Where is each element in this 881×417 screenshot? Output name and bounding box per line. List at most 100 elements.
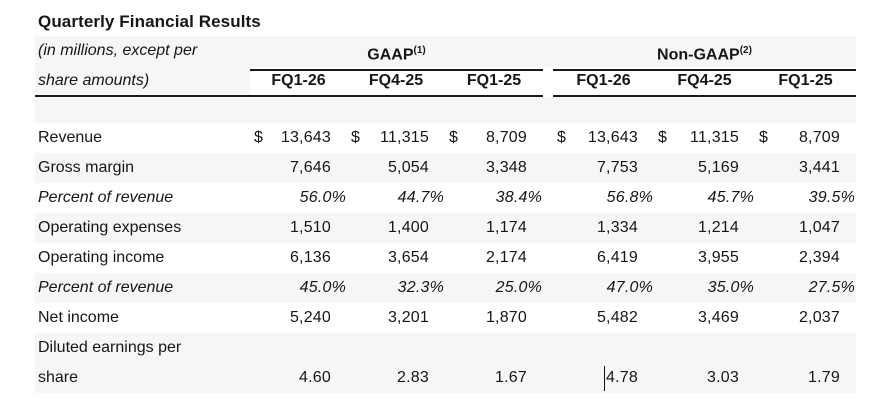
- units-note-line1: (in millions, except per: [38, 42, 198, 59]
- currency-symbol: $: [759, 129, 769, 146]
- group-gap: [543, 333, 553, 393]
- opinc-non-gaap-fq1-25: 2,394: [798, 249, 840, 266]
- row-label: Percent of revenue: [38, 279, 174, 296]
- gross-pct-gaap-fq1-26: 56.0%: [299, 189, 346, 206]
- table-row-diluted-eps: Diluted earnings per share 4.60 2.83 1.6…: [35, 333, 856, 393]
- gross-pct-non-gaap-fq4-25: 45.7%: [707, 189, 754, 206]
- column-header-non-gaap-fq1-25: FQ1-25: [755, 67, 856, 97]
- net-income-non-gaap-fq4-25: 3,469: [697, 309, 739, 326]
- column-header-non-gaap-fq1-26: FQ1-26: [553, 67, 654, 97]
- eps-gaap-fq1-25: 1.67: [495, 369, 527, 386]
- group-gap: [543, 243, 553, 273]
- opinc-gaap-fq1-26: 6,136: [289, 249, 331, 266]
- row-label: Revenue: [38, 129, 103, 146]
- revenue-gaap-fq1-26: $13,643: [250, 123, 347, 153]
- row-label: Percent of revenue: [38, 189, 174, 206]
- gaap-label: GAAP: [367, 46, 414, 64]
- op-pct-non-gaap-fq4-25: 35.0%: [707, 279, 754, 296]
- op-pct-non-gaap-fq1-25: 27.5%: [808, 279, 855, 296]
- opex-gaap-fq1-26: 1,510: [289, 219, 331, 236]
- opex-gaap-fq1-25: 1,174: [485, 219, 527, 236]
- revenue-gaap-fq4-25: $11,315: [347, 123, 445, 153]
- opinc-non-gaap-fq1-26: 6,419: [596, 249, 638, 266]
- opex-gaap-fq4-25: 1,400: [387, 219, 429, 236]
- net-income-non-gaap-fq1-25: 2,037: [798, 309, 840, 326]
- opinc-non-gaap-fq4-25: 3,955: [697, 249, 739, 266]
- gross-pct-gaap-fq1-25: 38.4%: [495, 189, 542, 206]
- gaap-group-header: GAAP(1): [250, 36, 543, 72]
- gaap-footnote-superscript: (1): [413, 45, 426, 56]
- op-pct-gaap-fq4-25: 32.3%: [397, 279, 444, 296]
- currency-symbol: $: [557, 129, 567, 146]
- column-header-gaap-fq1-25: FQ1-25: [445, 67, 543, 97]
- opex-non-gaap-fq4-25: 1,214: [697, 219, 739, 236]
- eps-non-gaap-fq1-25: 1.79: [808, 369, 840, 386]
- eps-non-gaap-fq1-26[interactable]: 4.78: [553, 363, 654, 393]
- currency-symbol: $: [254, 129, 264, 146]
- financial-results-table: (in millions, except per GAAP(1) Non-GAA…: [35, 36, 856, 393]
- non-gaap-footnote-superscript: (2): [739, 45, 752, 56]
- group-gap: [543, 273, 553, 303]
- row-label: Gross margin: [38, 159, 135, 176]
- group-gap: [543, 123, 553, 153]
- column-header-gaap-fq4-25: FQ4-25: [347, 67, 445, 97]
- units-note-line2: share amounts): [35, 67, 250, 97]
- currency-symbol: $: [449, 129, 459, 146]
- table-row-operating-expenses: Operating expenses 1,510 1,400 1,174 1,3…: [35, 213, 856, 243]
- table-row-gross-margin: Gross margin 7,646 5,054 3,348 7,753 5,1…: [35, 153, 856, 183]
- opinc-gaap-fq4-25: 3,654: [387, 249, 429, 266]
- row-label: Operating expenses: [38, 219, 182, 236]
- group-gap: [543, 67, 553, 97]
- gross-margin-gaap-fq4-25: 5,054: [387, 159, 429, 176]
- eps-non-gaap-fq4-25: 3.03: [707, 369, 739, 386]
- net-income-non-gaap-fq1-26: 5,482: [596, 309, 638, 326]
- group-gap: [543, 303, 553, 333]
- column-header-gaap-fq1-26: FQ1-26: [250, 67, 347, 97]
- gross-pct-non-gaap-fq1-25: 39.5%: [808, 189, 855, 206]
- gross-margin-gaap-fq1-26: 7,646: [289, 159, 331, 176]
- currency-symbol: $: [351, 129, 361, 146]
- op-pct-gaap-fq1-25: 25.0%: [495, 279, 542, 296]
- column-header-non-gaap-fq4-25: FQ4-25: [654, 67, 755, 97]
- net-income-gaap-fq1-25: 1,870: [485, 309, 527, 326]
- op-pct-gaap-fq1-26: 45.0%: [299, 279, 346, 296]
- opex-non-gaap-fq1-25: 1,047: [798, 219, 840, 236]
- row-label: Operating income: [38, 249, 165, 266]
- row-label: Net income: [38, 309, 119, 326]
- table-header-period-row: share amounts) FQ1-26 FQ4-25 FQ1-25 FQ1-…: [35, 67, 856, 97]
- non-gaap-label: Non-GAAP: [657, 46, 740, 64]
- eps-gaap-fq1-26: 4.60: [299, 369, 331, 386]
- opinc-gaap-fq1-25: 2,174: [485, 249, 527, 266]
- currency-symbol: $: [658, 129, 668, 146]
- group-gap: [543, 153, 553, 183]
- gross-margin-non-gaap-fq1-25: 3,441: [798, 159, 840, 176]
- row-label: Diluted earnings per share: [38, 339, 182, 386]
- group-gap: [543, 213, 553, 243]
- gross-margin-gaap-fq1-25: 3,348: [485, 159, 527, 176]
- table-row-operating-income: Operating income 6,136 3,654 2,174 6,419…: [35, 243, 856, 273]
- table-header-group-row: (in millions, except per GAAP(1) Non-GAA…: [35, 36, 856, 72]
- table-row-percent-of-revenue-gross: Percent of revenue 56.0% 44.7% 38.4% 56.…: [35, 183, 856, 213]
- net-income-gaap-fq1-26: 5,240: [289, 309, 331, 326]
- revenue-non-gaap-fq4-25: $11,315: [654, 123, 755, 153]
- table-row-revenue: Revenue $13,643 $11,315 $8,709 $13,643 $…: [35, 123, 856, 153]
- gross-margin-non-gaap-fq1-26: 7,753: [596, 159, 638, 176]
- group-gap: [543, 183, 553, 213]
- revenue-non-gaap-fq1-26: $13,643: [553, 123, 654, 153]
- text-cursor: [603, 366, 606, 391]
- non-gaap-group-header: Non-GAAP(2): [553, 36, 856, 72]
- table-row-net-income: Net income 5,240 3,201 1,870 5,482 3,469…: [35, 303, 856, 333]
- spacer-row: [35, 97, 856, 123]
- eps-gaap-fq4-25: 2.83: [397, 369, 429, 386]
- table-row-percent-of-revenue-operating: Percent of revenue 45.0% 32.3% 25.0% 47.…: [35, 273, 856, 303]
- opex-non-gaap-fq1-26: 1,334: [596, 219, 638, 236]
- net-income-gaap-fq4-25: 3,201: [387, 309, 429, 326]
- gross-pct-non-gaap-fq1-26: 56.8%: [606, 189, 653, 206]
- gross-pct-gaap-fq4-25: 44.7%: [397, 189, 444, 206]
- page-title: Quarterly Financial Results: [38, 12, 261, 31]
- op-pct-non-gaap-fq1-26: 47.0%: [606, 279, 653, 296]
- gross-margin-non-gaap-fq4-25: 5,169: [697, 159, 739, 176]
- revenue-gaap-fq1-25: $8,709: [445, 123, 543, 153]
- revenue-non-gaap-fq1-25: $8,709: [755, 123, 856, 153]
